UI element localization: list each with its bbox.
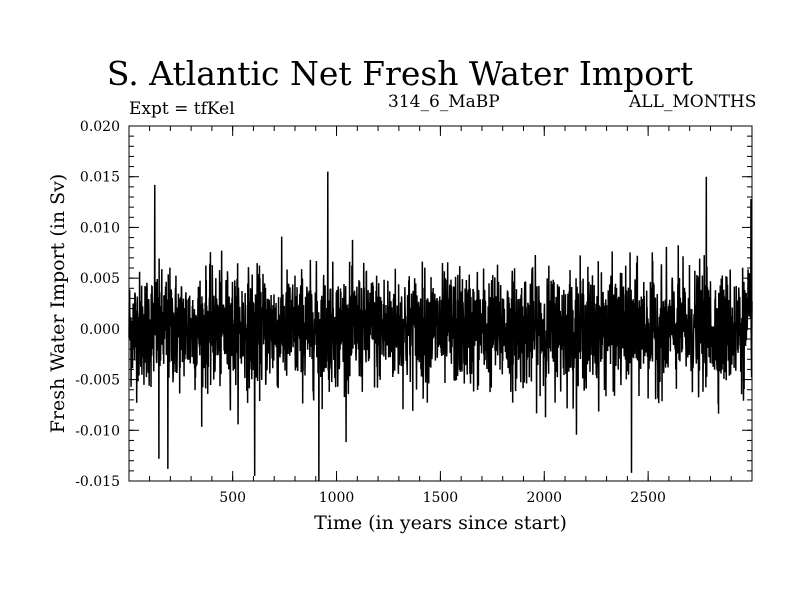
- series-line: [128, 171, 753, 482]
- y-tick-label: 0.015: [80, 170, 120, 186]
- x-tick-label: 1500: [423, 490, 459, 506]
- run-label: 314_6_MaBP: [388, 92, 500, 112]
- y-tick-label: -0.005: [75, 373, 120, 389]
- series-layer: [128, 171, 753, 482]
- y-axis-label: Fresh Water Import (in Sv): [47, 174, 69, 434]
- x-tick-label: 2000: [526, 490, 562, 506]
- experiment-label: Expt = tfKel: [129, 99, 235, 119]
- y-tick-label: -0.010: [75, 423, 120, 439]
- y-tick-label: 0.000: [80, 322, 120, 338]
- months-label: ALL_MONTHS: [629, 92, 757, 112]
- x-tick-label: 2500: [630, 490, 666, 506]
- y-tick-label: 0.010: [80, 220, 120, 236]
- chart-title: S. Atlantic Net Fresh Water Import: [106, 54, 694, 93]
- y-tick-label: 0.005: [80, 271, 120, 287]
- y-tick-label: 0.020: [80, 119, 120, 135]
- x-tick-label: 1000: [319, 490, 355, 506]
- x-tick-label: 500: [219, 490, 246, 506]
- axes-layer: [128, 125, 753, 482]
- x-axis-label: Time (in years since start): [314, 512, 567, 534]
- y-tick-label: -0.015: [75, 474, 120, 490]
- labels-layer: -0.015 -0.010 -0.005 0.000 0.005 0.010 0.015 0.…: [47, 119, 666, 534]
